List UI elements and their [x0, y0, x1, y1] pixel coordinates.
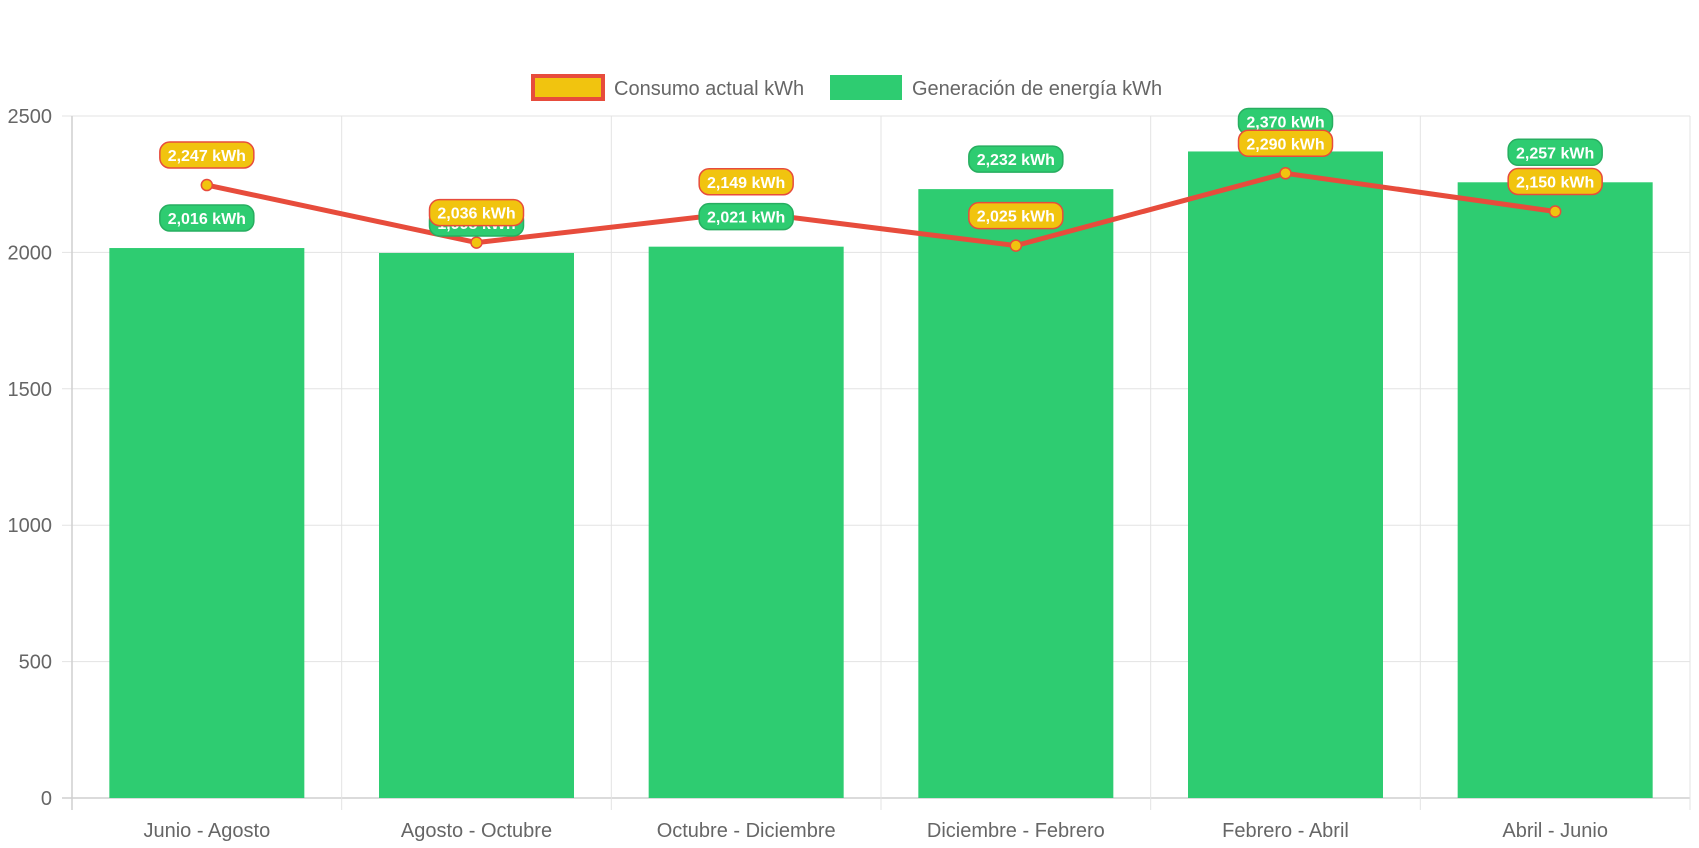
- line-value-label-text: 2,290 kWh: [1246, 136, 1324, 153]
- line-value-label-text: 2,149 kWh: [707, 175, 785, 192]
- bar: [648, 246, 844, 798]
- bar-value-label-bg: [1507, 138, 1603, 167]
- legend-label-consumo: Consumo actual kWh: [614, 78, 804, 100]
- bar-value-label-text: 2,232 kWh: [977, 152, 1055, 169]
- line-value-label-bg: [698, 168, 794, 196]
- y-tick-label: 1000: [8, 515, 53, 537]
- y-tick-label: 1500: [8, 379, 53, 401]
- line-value-label-bg: [428, 198, 525, 227]
- bar-value-label-text: 2,021 kWh: [707, 210, 785, 227]
- bar: [379, 252, 574, 798]
- bar-value-label: 2,257 kWh: [1507, 138, 1603, 167]
- legend: Consumo actual kWh Generación de energía …: [531, 74, 1162, 101]
- line-value-label: 2,149 kWh: [698, 168, 794, 196]
- line-value-label-bg: [159, 141, 255, 169]
- bar-value-label: 2,016 kWh: [159, 204, 255, 232]
- y-tick-label: 2500: [8, 106, 53, 128]
- line-value-label: 2,290 kWh: [1237, 129, 1334, 158]
- x-tick-label: Febrero - Abril: [1222, 820, 1349, 842]
- line-value-label: 2,036 kWh: [428, 198, 525, 227]
- line-point: [1548, 205, 1562, 218]
- line-value-label-text: 2,247 kWh: [168, 148, 246, 165]
- line-value-label-bg: [968, 201, 1064, 230]
- line-value-label-bg: [1507, 167, 1603, 196]
- x-tick-label: Agosto - Octubre: [401, 820, 552, 842]
- y-axis: 0 500 1000 1500 2000 2500: [8, 106, 53, 810]
- bar-value-label-bg: [968, 145, 1064, 173]
- line-value-label: 2,025 kWh: [968, 201, 1064, 230]
- x-axis: Junio - Agosto Agosto - Octubre Octubre - …: [143, 820, 1608, 842]
- y-tick-label: 2000: [8, 242, 53, 264]
- bar-value-label-bg: [698, 202, 794, 231]
- x-tick-label: Octubre - Diciembre: [657, 820, 836, 842]
- bar-value-label: 2,232 kWh: [968, 145, 1064, 173]
- bar: [1188, 151, 1383, 799]
- line-value-label-text: 2,036 kWh: [437, 206, 515, 223]
- line-point: [470, 236, 483, 249]
- legend-swatch-consumo: [531, 74, 605, 101]
- bar: [109, 248, 305, 798]
- x-tick-label: Junio - Agosto: [143, 820, 270, 842]
- y-tick-label: 500: [19, 652, 52, 674]
- bar-value-label: 2,021 kWh: [698, 202, 794, 231]
- bar: [918, 189, 1114, 798]
- legend-label-generacion: Generación de energía kWh: [912, 78, 1162, 100]
- x-tick-label: Abril - Junio: [1502, 820, 1608, 842]
- y-tick-label: 0: [41, 788, 52, 810]
- line-value-label: 2,247 kWh: [159, 141, 255, 169]
- line-value-label: 2,150 kWh: [1507, 167, 1603, 196]
- x-tick-label: Diciembre - Febrero: [927, 820, 1105, 842]
- bar-value-label-text: 2,257 kWh: [1516, 145, 1594, 162]
- line-point: [1009, 239, 1023, 252]
- grid: [62, 115, 1691, 810]
- line-point: [1279, 167, 1292, 180]
- bar-value-label-text: 2,016 kWh: [168, 211, 246, 228]
- bar-series: [109, 151, 1653, 799]
- line-value-label-text: 2,150 kWh: [1516, 174, 1594, 191]
- line-value-label-bg: [1237, 129, 1334, 158]
- bar-value-label: 2,370 kWh: [1237, 107, 1334, 136]
- bar: [1457, 182, 1653, 798]
- legend-swatch-generacion: [830, 75, 902, 100]
- bar-value-label-text: 2,370 kWh: [1246, 114, 1324, 131]
- line-point: [200, 178, 214, 192]
- line-value-label-text: 2,025 kWh: [977, 209, 1055, 226]
- bar-value-label-bg: [159, 204, 255, 232]
